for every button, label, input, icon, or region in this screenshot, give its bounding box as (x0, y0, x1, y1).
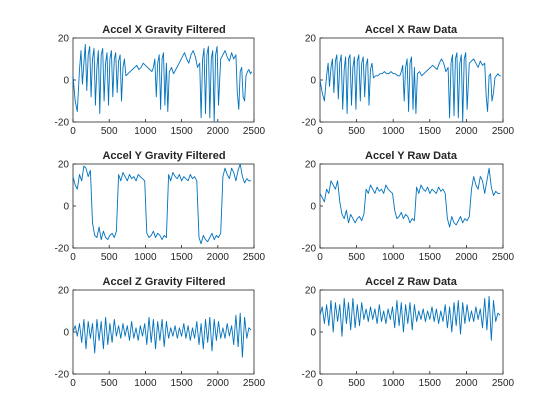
axes-frame (319, 163, 504, 249)
y-tick-label: 0 (63, 328, 69, 339)
x-tick-label: 2500 (243, 252, 266, 263)
x-tick-label: 1000 (382, 126, 405, 137)
plot-title: Accel X Raw Data (365, 24, 458, 36)
data-series-line (72, 312, 252, 358)
y-tick-label: 0 (310, 202, 316, 213)
x-tick-label: 1500 (170, 252, 193, 263)
subplot-accel-z-raw-data: Accel Z Raw Data 0 500 1000 1500 2000 2500 -20… (302, 276, 515, 389)
y-tick-label: 0 (310, 328, 316, 339)
y-tick-label: 20 (305, 286, 317, 297)
data-series-line (319, 52, 501, 123)
x-tick-label: 500 (101, 126, 118, 137)
data-series-line (72, 163, 252, 245)
x-tick-label: 1000 (382, 252, 405, 263)
y-tick-label: 20 (58, 34, 70, 45)
plot-title: Accel X Gravity Filtered (102, 24, 226, 36)
x-tick-label: 0 (70, 378, 76, 389)
plot-title: Accel Y Gravity Filtered (102, 150, 225, 162)
x-tick-label: 500 (348, 126, 365, 137)
x-tick-label: 500 (348, 378, 365, 389)
x-tick-label: 2500 (243, 378, 266, 389)
x-tick-label: 2500 (492, 126, 515, 137)
x-tick-label: 2500 (492, 378, 515, 389)
plot-title: Accel Z Raw Data (365, 276, 458, 288)
plot-title: Accel Y Raw Data (365, 150, 458, 162)
x-tick-label: 1500 (419, 378, 442, 389)
x-tick-label: 2000 (455, 378, 478, 389)
y-tick-label: 20 (58, 286, 70, 297)
x-tick-label: 2000 (207, 126, 230, 137)
x-tick-label: 2000 (455, 252, 478, 263)
x-tick-label: 1500 (170, 126, 193, 137)
y-tick-label: -20 (55, 244, 70, 255)
axes-frame (72, 163, 255, 249)
x-tick-label: 1500 (419, 126, 442, 137)
y-tick-label: 0 (63, 202, 69, 213)
subplot-accel-z-gravity-filtered: Accel Z Gravity Filtered 0 500 1000 1500 200… (55, 276, 266, 389)
x-tick-label: 2000 (207, 378, 230, 389)
x-tick-label: 2500 (243, 126, 266, 137)
y-tick-label: 20 (305, 160, 317, 171)
x-tick-label: 1500 (170, 378, 193, 389)
x-tick-label: 1000 (134, 378, 157, 389)
y-tick-label: 20 (305, 34, 317, 45)
data-series-line (72, 43, 253, 123)
x-tick-label: 1000 (134, 126, 157, 137)
y-tick-label: 0 (63, 76, 69, 87)
plot-title: Accel Z Gravity Filtered (103, 276, 226, 288)
subplot-accel-y-raw-data: Accel Y Raw Data 0 500 1000 1500 2000 2500 -20… (302, 150, 515, 263)
x-tick-label: 1500 (419, 252, 442, 263)
y-tick-label: -20 (302, 118, 317, 129)
subplot-accel-x-raw-data: Accel X Raw Data 0 500 1000 1500 2000 2500 -20… (302, 24, 515, 137)
x-tick-label: 1000 (134, 252, 157, 263)
data-series-line (319, 295, 501, 341)
subplot-accel-y-gravity-filtered: Accel Y Gravity Filtered 0 500 1000 1500 200… (55, 150, 266, 263)
axes-frame (319, 289, 504, 375)
data-series-line (319, 167, 501, 228)
x-tick-label: 0 (317, 126, 323, 137)
x-tick-label: 1000 (382, 378, 405, 389)
x-tick-label: 500 (101, 378, 118, 389)
y-tick-label: -20 (55, 370, 70, 381)
y-tick-label: -20 (55, 118, 70, 129)
y-tick-label: -20 (302, 370, 317, 381)
x-tick-label: 0 (70, 126, 76, 137)
x-tick-label: 500 (101, 252, 118, 263)
x-tick-label: 500 (348, 252, 365, 263)
y-tick-label: 20 (58, 160, 70, 171)
y-tick-label: 0 (310, 76, 316, 87)
x-tick-label: 2500 (492, 252, 515, 263)
x-tick-label: 0 (317, 378, 323, 389)
x-tick-label: 2000 (455, 126, 478, 137)
x-tick-label: 2000 (207, 252, 230, 263)
subplot-accel-x-gravity-filtered: Accel X Gravity Filtered 0 500 1000 1500 200… (55, 24, 266, 137)
y-tick-label: -20 (302, 244, 317, 255)
x-tick-label: 0 (70, 252, 76, 263)
x-tick-label: 0 (317, 252, 323, 263)
